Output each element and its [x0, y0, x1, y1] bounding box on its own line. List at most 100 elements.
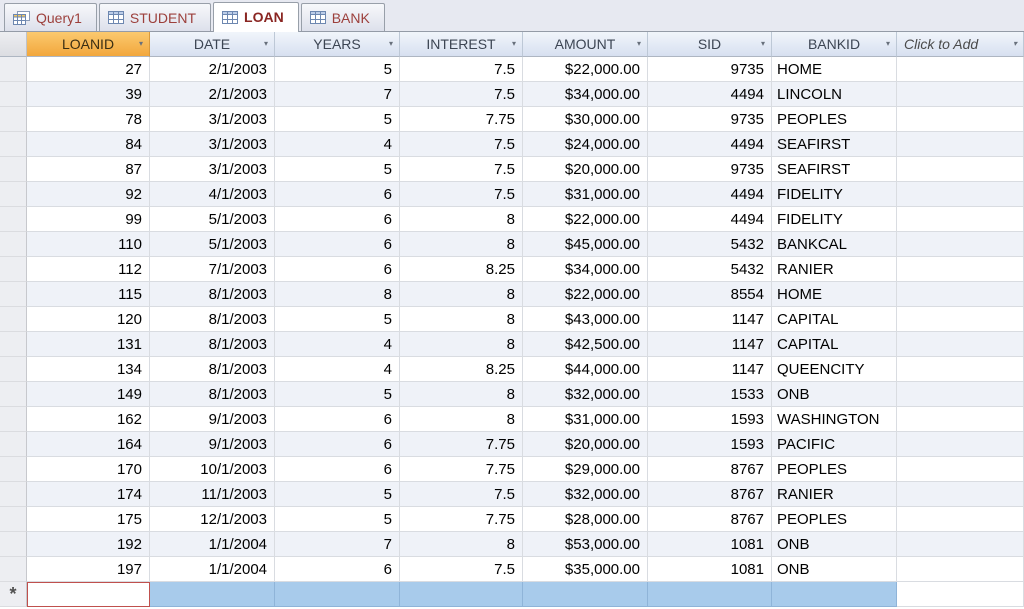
cell-sid[interactable]: 5432 — [648, 257, 772, 282]
cell-click-to-add[interactable] — [897, 382, 1024, 407]
cell-date[interactable]: 2/1/2003 — [150, 82, 275, 107]
row-selector[interactable] — [0, 57, 27, 82]
cell-bankid[interactable]: SEAFIRST — [772, 157, 897, 182]
cell-interest[interactable]: 8 — [400, 282, 523, 307]
cell-date[interactable]: 5/1/2003 — [150, 207, 275, 232]
new-record-selector[interactable]: * — [0, 582, 27, 607]
cell-sid[interactable]: 4494 — [648, 82, 772, 107]
cell-loanid[interactable]: 149 — [27, 382, 150, 407]
cell-interest[interactable]: 8 — [400, 307, 523, 332]
cell-click-to-add[interactable] — [897, 457, 1024, 482]
cell-loanid[interactable]: 175 — [27, 507, 150, 532]
cell-amount[interactable]: $34,000.00 — [523, 257, 648, 282]
cell-amount[interactable]: $22,000.00 — [523, 207, 648, 232]
column-header-click-to-add[interactable]: Click to Add ▾ — [897, 32, 1024, 57]
cell-date[interactable]: 3/1/2003 — [150, 132, 275, 157]
new-record-cell-interest[interactable] — [400, 582, 523, 607]
cell-date[interactable]: 8/1/2003 — [150, 307, 275, 332]
cell-sid[interactable]: 4494 — [648, 182, 772, 207]
cell-amount[interactable]: $45,000.00 — [523, 232, 648, 257]
cell-click-to-add[interactable] — [897, 82, 1024, 107]
row-selector[interactable] — [0, 482, 27, 507]
cell-amount[interactable]: $20,000.00 — [523, 432, 648, 457]
select-all-corner[interactable] — [0, 32, 27, 57]
cell-loanid[interactable]: 131 — [27, 332, 150, 357]
cell-interest[interactable]: 8 — [400, 382, 523, 407]
cell-interest[interactable]: 8 — [400, 332, 523, 357]
cell-years[interactable]: 6 — [275, 257, 400, 282]
cell-years[interactable]: 6 — [275, 457, 400, 482]
cell-sid[interactable]: 8767 — [648, 507, 772, 532]
cell-amount[interactable]: $22,000.00 — [523, 57, 648, 82]
cell-interest[interactable]: 7.5 — [400, 182, 523, 207]
row-selector[interactable] — [0, 257, 27, 282]
cell-loanid[interactable]: 120 — [27, 307, 150, 332]
row-selector[interactable] — [0, 557, 27, 582]
cell-bankid[interactable]: QUEENCITY — [772, 357, 897, 382]
cell-date[interactable]: 8/1/2003 — [150, 282, 275, 307]
cell-interest[interactable]: 8.25 — [400, 257, 523, 282]
cell-date[interactable]: 10/1/2003 — [150, 457, 275, 482]
cell-click-to-add[interactable] — [897, 532, 1024, 557]
cell-loanid[interactable]: 112 — [27, 257, 150, 282]
cell-loanid[interactable]: 192 — [27, 532, 150, 557]
cell-years[interactable]: 4 — [275, 332, 400, 357]
column-header-bankid[interactable]: BANKID ▾ — [772, 32, 897, 57]
cell-click-to-add[interactable] — [897, 232, 1024, 257]
cell-sid[interactable]: 9735 — [648, 107, 772, 132]
new-record-cell-amount[interactable] — [523, 582, 648, 607]
cell-amount[interactable]: $30,000.00 — [523, 107, 648, 132]
cell-amount[interactable]: $44,000.00 — [523, 357, 648, 382]
cell-amount[interactable]: $32,000.00 — [523, 382, 648, 407]
cell-amount[interactable]: $31,000.00 — [523, 407, 648, 432]
row-selector[interactable] — [0, 432, 27, 457]
cell-click-to-add[interactable] — [897, 332, 1024, 357]
row-selector[interactable] — [0, 532, 27, 557]
cell-sid[interactable]: 8767 — [648, 457, 772, 482]
cell-loanid[interactable]: 110 — [27, 232, 150, 257]
cell-click-to-add[interactable] — [897, 557, 1024, 582]
cell-bankid[interactable]: ONB — [772, 382, 897, 407]
cell-years[interactable]: 6 — [275, 182, 400, 207]
new-record-cell-sid[interactable] — [648, 582, 772, 607]
new-record-cell-bankid[interactable] — [772, 582, 897, 607]
cell-sid[interactable]: 1533 — [648, 382, 772, 407]
cell-years[interactable]: 6 — [275, 557, 400, 582]
cell-bankid[interactable]: LINCOLN — [772, 82, 897, 107]
row-selector[interactable] — [0, 307, 27, 332]
cell-bankid[interactable]: FIDELITY — [772, 207, 897, 232]
cell-years[interactable]: 6 — [275, 432, 400, 457]
cell-bankid[interactable]: HOME — [772, 57, 897, 82]
column-header-years[interactable]: YEARS ▾ — [275, 32, 400, 57]
cell-date[interactable]: 1/1/2004 — [150, 532, 275, 557]
cell-bankid[interactable]: PEOPLES — [772, 507, 897, 532]
cell-years[interactable]: 8 — [275, 282, 400, 307]
cell-loanid[interactable]: 27 — [27, 57, 150, 82]
cell-amount[interactable]: $35,000.00 — [523, 557, 648, 582]
filter-dropdown-icon[interactable]: ▾ — [1012, 39, 1017, 48]
cell-bankid[interactable]: ONB — [772, 557, 897, 582]
cell-bankid[interactable]: CAPITAL — [772, 307, 897, 332]
cell-sid[interactable]: 1147 — [648, 357, 772, 382]
row-selector[interactable] — [0, 232, 27, 257]
cell-interest[interactable]: 8 — [400, 232, 523, 257]
cell-sid[interactable]: 4494 — [648, 132, 772, 157]
row-selector[interactable] — [0, 282, 27, 307]
column-header-interest[interactable]: INTEREST ▾ — [400, 32, 523, 57]
cell-amount[interactable]: $31,000.00 — [523, 182, 648, 207]
cell-date[interactable]: 3/1/2003 — [150, 157, 275, 182]
cell-click-to-add[interactable] — [897, 432, 1024, 457]
tab-student[interactable]: STUDENT — [98, 3, 212, 31]
cell-interest[interactable]: 7.75 — [400, 107, 523, 132]
cell-click-to-add[interactable] — [897, 307, 1024, 332]
row-selector[interactable] — [0, 182, 27, 207]
cell-bankid[interactable]: PACIFIC — [772, 432, 897, 457]
cell-bankid[interactable]: SEAFIRST — [772, 132, 897, 157]
cell-years[interactable]: 5 — [275, 507, 400, 532]
cell-click-to-add[interactable] — [897, 57, 1024, 82]
cell-amount[interactable]: $34,000.00 — [523, 82, 648, 107]
cell-amount[interactable]: $20,000.00 — [523, 157, 648, 182]
cell-click-to-add[interactable] — [897, 282, 1024, 307]
cell-loanid[interactable]: 84 — [27, 132, 150, 157]
cell-years[interactable]: 5 — [275, 107, 400, 132]
